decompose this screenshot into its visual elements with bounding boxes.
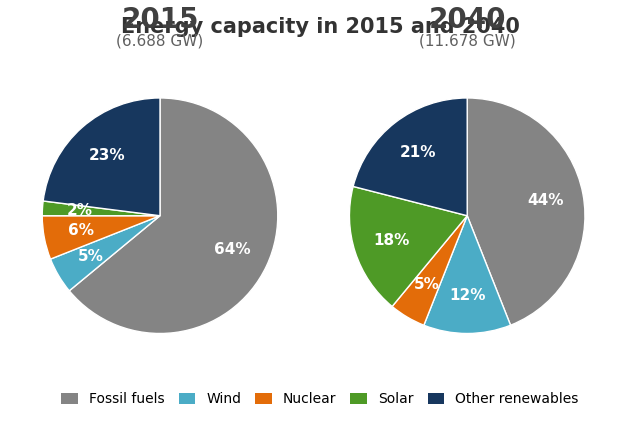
Wedge shape	[51, 216, 160, 291]
Wedge shape	[42, 216, 160, 259]
Text: (11.678 GW): (11.678 GW)	[419, 34, 516, 49]
Text: 64%: 64%	[214, 242, 251, 257]
Wedge shape	[467, 98, 585, 325]
Wedge shape	[424, 216, 511, 333]
Wedge shape	[349, 187, 467, 307]
Wedge shape	[392, 216, 467, 325]
Wedge shape	[353, 98, 467, 216]
Text: 18%: 18%	[373, 233, 409, 248]
Wedge shape	[42, 201, 160, 216]
Wedge shape	[43, 98, 160, 216]
Legend: Fossil fuels, Wind, Nuclear, Solar, Other renewables: Fossil fuels, Wind, Nuclear, Solar, Othe…	[56, 387, 584, 412]
Wedge shape	[69, 98, 278, 333]
Text: 44%: 44%	[527, 193, 564, 208]
Text: 21%: 21%	[400, 145, 436, 160]
Text: 6%: 6%	[68, 223, 94, 238]
Text: 5%: 5%	[413, 277, 440, 292]
Text: 12%: 12%	[449, 288, 486, 303]
Text: 2040: 2040	[428, 6, 506, 34]
Text: 5%: 5%	[78, 249, 104, 264]
Text: 2015: 2015	[121, 6, 199, 34]
Text: 23%: 23%	[89, 148, 125, 163]
Text: (6.688 GW): (6.688 GW)	[116, 34, 204, 49]
Text: 2%: 2%	[67, 203, 93, 218]
Text: Energy capacity in 2015 and 2040: Energy capacity in 2015 and 2040	[120, 17, 520, 37]
